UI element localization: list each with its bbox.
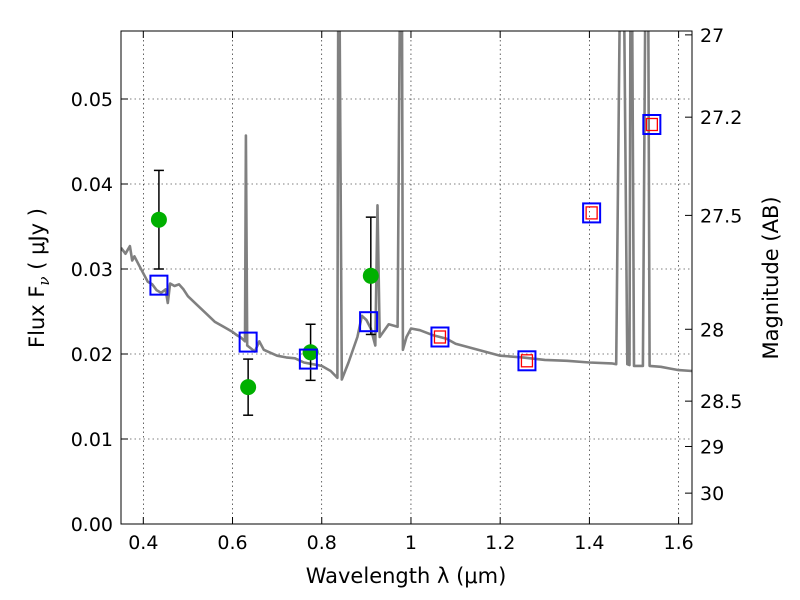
y-tick-label: 0.01	[71, 429, 113, 451]
x-tick-label: 0.8	[307, 532, 337, 554]
y2-tick-label: 27.2	[700, 107, 742, 129]
x-tick-label: 0.6	[217, 532, 247, 554]
model-square	[298, 348, 318, 370]
y-tick-label: 0.00	[71, 514, 113, 536]
spectrum-layer	[121, 31, 692, 381]
x-axis-label: Wavelength λ (μm)	[306, 564, 507, 588]
observed-point	[302, 344, 319, 361]
y-axis-label-sub: ν	[35, 276, 53, 285]
x-tick-label: 0.4	[128, 532, 158, 554]
ticks: 0.4 0.6 0.8 1 1.2 1.4 1.6 0.00 0.01 0.02 0.03 0.04 0…	[71, 25, 743, 554]
spectrum-line	[121, 31, 692, 381]
y-tick-label: 0.05	[71, 89, 113, 111]
plot-frame	[120, 30, 693, 525]
y2-tick-label: 28.5	[700, 391, 742, 413]
model-square-inner	[433, 330, 447, 344]
y-tick-label: 0.03	[71, 259, 113, 281]
y-axis-label: Flux Fν ( μJy )	[25, 208, 53, 348]
y-axis-label-unit: ( μJy )	[25, 208, 49, 276]
y2-axis-label: Magnitude (AB)	[759, 196, 783, 359]
model-square	[517, 350, 537, 372]
model-square	[430, 326, 450, 348]
y2-tick-label: 30	[700, 483, 724, 505]
y2-tick-label: 27.5	[700, 205, 742, 227]
x-tick-label: 1.4	[574, 532, 604, 554]
y-axis-label-text: Flux F	[25, 286, 49, 348]
y-tick-label: 0.02	[71, 344, 113, 366]
y2-tick-label: 27	[700, 25, 724, 47]
y2-tick-label: 29	[700, 436, 724, 458]
model-square	[582, 202, 602, 224]
x-tick-label: 1	[405, 532, 417, 554]
model-square	[238, 331, 258, 353]
y-tick-label: 0.04	[71, 174, 113, 196]
model-square-inner	[520, 354, 534, 368]
observed-point	[240, 379, 257, 396]
x-tick-label: 1.2	[485, 532, 515, 554]
y2-tick-label: 28	[700, 319, 724, 341]
grid	[121, 31, 692, 525]
marker-layer	[149, 114, 662, 396]
model-square-inner	[645, 117, 659, 132]
model-square	[642, 114, 662, 135]
observed-point	[362, 267, 379, 284]
model-square	[149, 274, 169, 296]
model-square	[359, 311, 379, 333]
x-tick-label: 1.6	[664, 532, 694, 554]
observed-point	[150, 211, 167, 228]
model-square-inner	[585, 206, 598, 220]
